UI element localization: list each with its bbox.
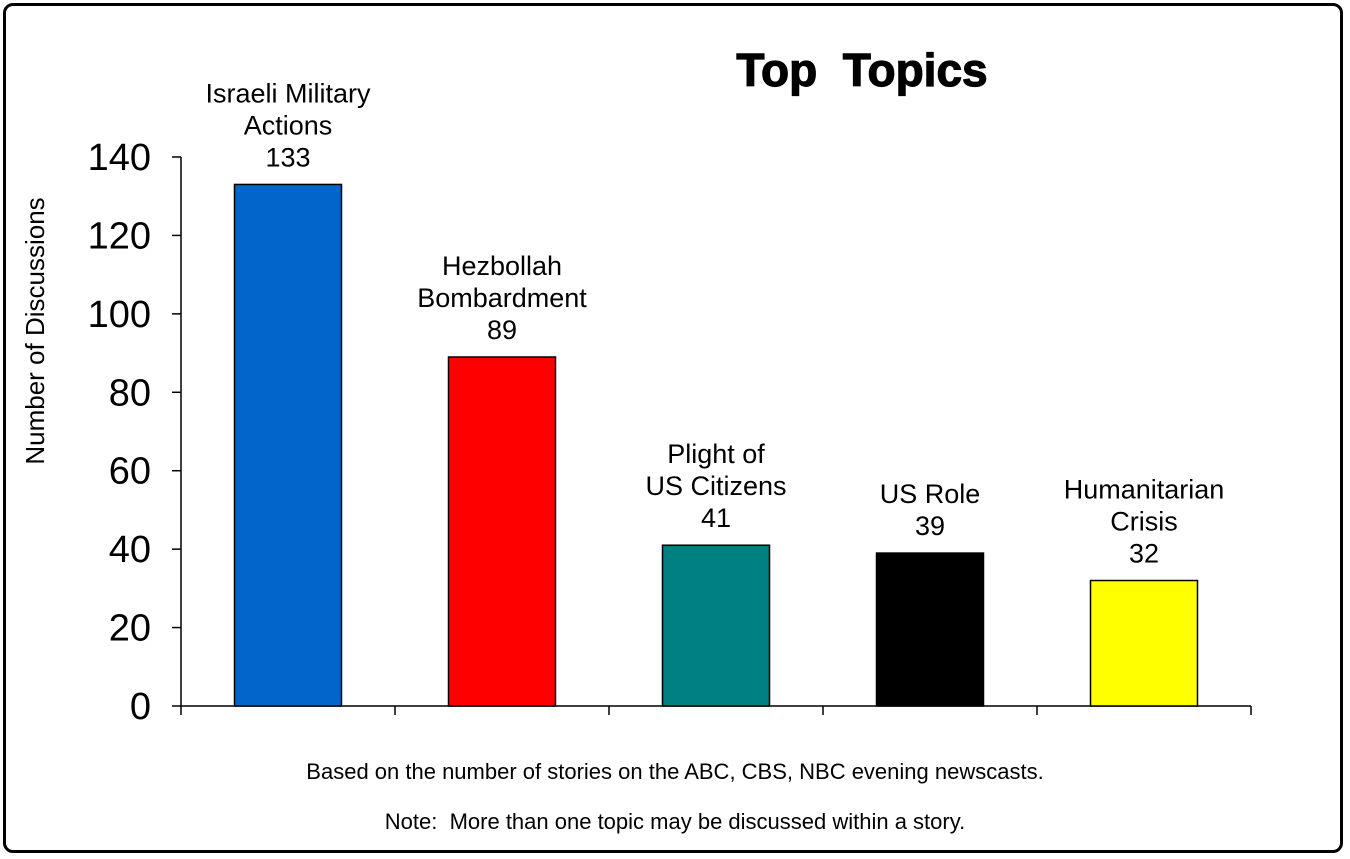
footnote-source: Based on the number of stories on the AB… [306, 759, 1043, 784]
y-tick-label: 20 [109, 608, 151, 650]
bars [233, 183, 1199, 707]
bar-category-label: US Citizens [645, 471, 786, 501]
bar [1089, 579, 1199, 707]
bar [875, 552, 985, 707]
bar [661, 544, 771, 707]
footnote-note: Note: More than one topic may be discuss… [385, 809, 965, 834]
bar-category-label: Plight of [667, 439, 765, 469]
bar-category-label: Humanitarian [1064, 475, 1225, 505]
chart-title: Top Topics [736, 44, 987, 96]
y-tick-label: 100 [88, 294, 151, 336]
y-tick-label: 80 [109, 372, 151, 414]
y-axis-label: Number of Discussions [20, 197, 50, 464]
y-tick-label: 40 [109, 529, 151, 571]
bar [233, 183, 343, 707]
bar-category-label: US Role [880, 479, 981, 509]
y-tick-label: 140 [88, 137, 151, 179]
bar-category-label: Bombardment [417, 283, 587, 313]
bar-value-label: 133 [265, 142, 310, 172]
y-tick-label: 0 [130, 686, 151, 728]
bar [447, 356, 557, 707]
bar-value-label: 39 [915, 511, 945, 541]
y-axis: 0 20 40 60 80 100 120 140 [88, 137, 182, 728]
bar-value-label: 32 [1129, 539, 1159, 569]
bar-category-label: Actions [244, 110, 333, 140]
bar-category-label: Hezbollah [442, 251, 562, 281]
bar-category-label: Crisis [1110, 507, 1178, 537]
bar-category-label: Israeli Military [205, 78, 371, 108]
bar-value-label: 89 [487, 315, 517, 345]
bar-value-label: 41 [701, 503, 731, 533]
y-tick-label: 60 [109, 451, 151, 493]
chart-frame [3, 3, 1343, 853]
y-tick-label: 120 [88, 215, 151, 257]
x-axis [180, 705, 1252, 715]
